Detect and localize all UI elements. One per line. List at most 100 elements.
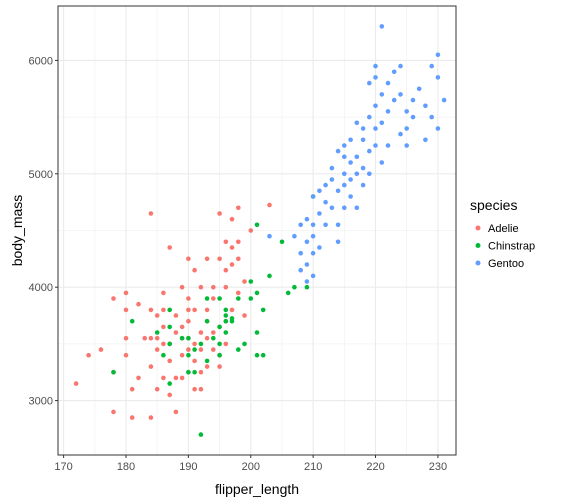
point-adelie xyxy=(192,386,197,392)
legend-key-adelie xyxy=(475,225,481,231)
point-gentoo xyxy=(323,182,328,188)
x-axis-ticks: 170 180 190 200 210 220 230 xyxy=(54,455,447,473)
point-adelie xyxy=(211,347,216,352)
point-adelie xyxy=(198,347,204,352)
point-chinstrap xyxy=(236,296,241,301)
y-tick-label: 3000 xyxy=(29,396,53,408)
point-adelie xyxy=(223,239,229,245)
point-adelie xyxy=(123,307,129,313)
y-tick-label: 6000 xyxy=(29,55,53,67)
point-adelie xyxy=(154,313,160,318)
point-gentoo xyxy=(310,250,316,256)
point-gentoo xyxy=(404,109,410,114)
point-adelie xyxy=(204,364,210,369)
point-gentoo xyxy=(391,69,397,75)
point-adelie xyxy=(173,330,179,335)
point-gentoo xyxy=(360,137,366,143)
point-gentoo xyxy=(304,279,310,284)
point-chinstrap xyxy=(242,341,247,347)
legend: species Adelie Chinstrap Gentoo xyxy=(470,197,535,270)
point-chinstrap xyxy=(223,330,229,335)
point-gentoo xyxy=(335,188,341,194)
point-gentoo xyxy=(385,80,391,86)
point-chinstrap xyxy=(217,296,222,301)
point-gentoo xyxy=(323,222,328,228)
point-chinstrap xyxy=(223,318,229,324)
point-gentoo xyxy=(435,52,441,58)
point-adelie xyxy=(148,335,154,341)
point-chinstrap xyxy=(186,352,191,358)
point-adelie xyxy=(192,307,197,313)
point-gentoo xyxy=(435,75,441,80)
x-tick-label: 180 xyxy=(117,461,135,473)
point-chinstrap xyxy=(292,284,297,290)
point-chinstrap xyxy=(167,381,172,386)
point-gentoo xyxy=(441,97,447,103)
x-tick-label: 170 xyxy=(54,461,72,473)
point-chinstrap xyxy=(111,369,116,375)
point-adelie xyxy=(192,358,197,364)
point-adelie xyxy=(236,239,241,245)
point-gentoo xyxy=(373,63,378,69)
point-adelie xyxy=(223,284,229,290)
point-adelie xyxy=(123,290,129,296)
point-adelie xyxy=(167,358,172,364)
point-gentoo xyxy=(298,250,304,256)
point-gentoo xyxy=(398,63,403,69)
point-adelie xyxy=(198,369,204,375)
point-gentoo xyxy=(398,131,403,137)
point-adelie xyxy=(154,335,160,341)
point-gentoo xyxy=(416,86,422,92)
point-gentoo xyxy=(429,63,435,69)
x-axis-title: flipper_length xyxy=(215,481,299,497)
point-chinstrap xyxy=(248,279,254,284)
point-chinstrap xyxy=(192,369,197,375)
point-adelie xyxy=(192,267,197,273)
point-adelie xyxy=(173,313,179,318)
point-adelie xyxy=(186,347,191,352)
point-gentoo xyxy=(354,120,360,126)
point-gentoo xyxy=(310,233,316,239)
point-adelie xyxy=(148,364,154,369)
point-adelie xyxy=(217,256,222,262)
point-chinstrap xyxy=(167,324,172,330)
point-gentoo xyxy=(329,205,335,211)
legend-key-gentoo xyxy=(475,260,481,266)
point-chinstrap xyxy=(217,324,222,330)
data-points xyxy=(73,24,447,437)
point-adelie xyxy=(179,375,185,381)
point-adelie xyxy=(186,256,191,262)
point-adelie xyxy=(198,330,204,335)
point-gentoo xyxy=(391,97,397,103)
point-gentoo xyxy=(342,154,347,160)
point-adelie xyxy=(248,228,254,233)
point-chinstrap xyxy=(154,330,160,335)
point-adelie xyxy=(236,205,241,211)
point-gentoo xyxy=(335,148,341,154)
point-gentoo xyxy=(298,222,304,228)
point-gentoo xyxy=(354,171,360,177)
point-adelie xyxy=(186,296,191,301)
point-adelie xyxy=(129,415,135,420)
point-chinstrap xyxy=(260,307,266,313)
point-gentoo xyxy=(304,216,310,222)
point-adelie xyxy=(123,352,129,358)
point-chinstrap xyxy=(285,290,291,296)
point-adelie xyxy=(217,211,222,216)
point-chinstrap xyxy=(304,284,310,290)
point-gentoo xyxy=(342,171,347,177)
point-chinstrap xyxy=(236,347,241,352)
point-adelie xyxy=(123,335,129,341)
point-gentoo xyxy=(310,194,316,199)
point-gentoo xyxy=(373,143,378,148)
point-gentoo xyxy=(423,103,428,109)
point-adelie xyxy=(242,279,247,284)
point-gentoo xyxy=(335,239,341,245)
point-gentoo xyxy=(335,222,341,228)
point-adelie xyxy=(167,245,172,250)
point-chinstrap xyxy=(186,369,191,375)
point-adelie xyxy=(236,256,241,262)
point-adelie xyxy=(142,335,147,341)
point-adelie xyxy=(267,202,272,208)
